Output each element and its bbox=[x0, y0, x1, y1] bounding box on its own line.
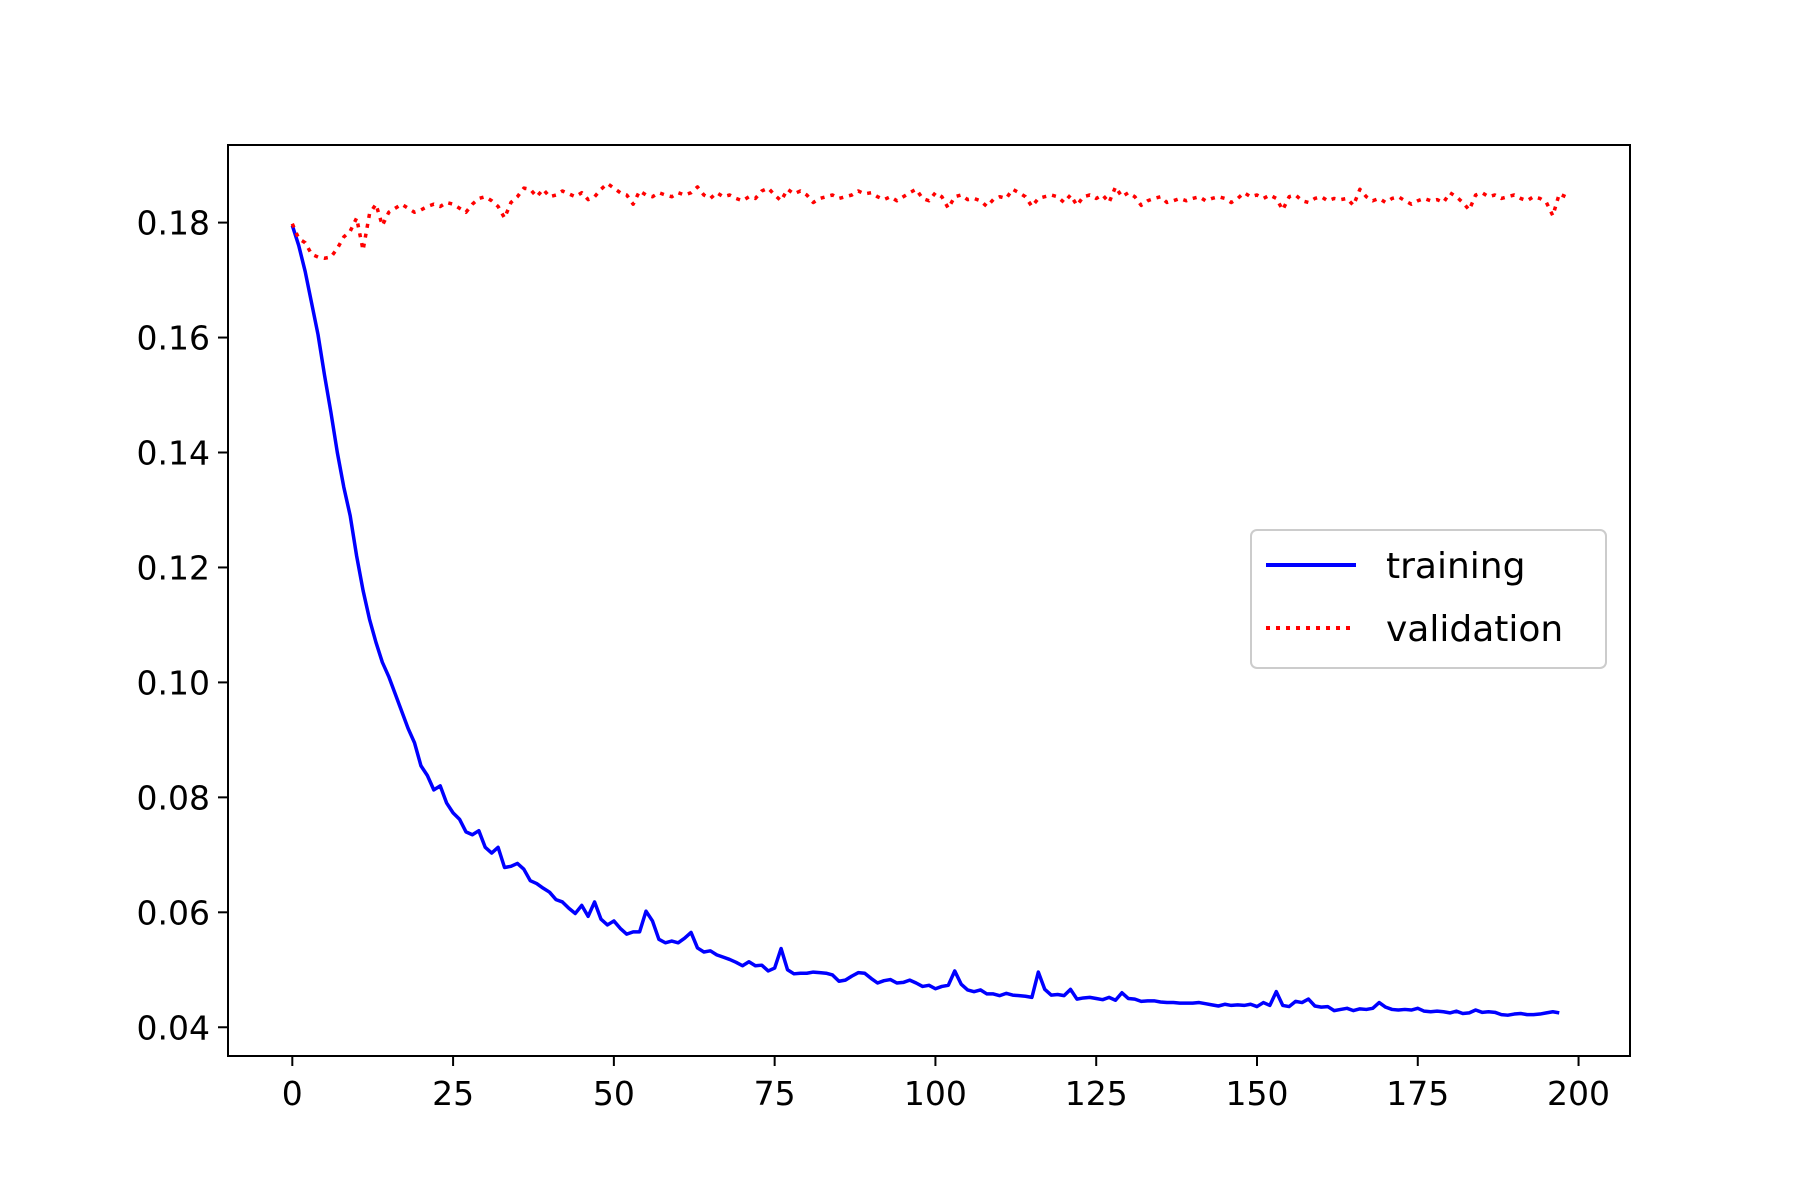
x-tick-label: 25 bbox=[432, 1074, 474, 1113]
x-axis-ticks: 0 25 50 75 100 125 150 175 200 bbox=[282, 1056, 1610, 1113]
legend-label-training: training bbox=[1386, 546, 1525, 587]
y-tick-label: 0.08 bbox=[137, 778, 210, 817]
x-tick-label: 50 bbox=[593, 1074, 635, 1113]
legend: training validation bbox=[1250, 529, 1607, 669]
y-tick-label: 0.10 bbox=[137, 663, 210, 702]
x-tick-label: 75 bbox=[754, 1074, 796, 1113]
legend-label-validation: validation bbox=[1386, 609, 1563, 650]
y-tick-label: 0.16 bbox=[137, 319, 210, 358]
y-tick-label: 0.18 bbox=[137, 204, 210, 243]
axes-frame bbox=[227, 144, 1631, 1057]
y-tick-label: 0.04 bbox=[137, 1008, 210, 1047]
y-axis-ticks: 0.04 0.06 0.08 0.10 0.12 0.14 0.16 0.18 bbox=[137, 204, 228, 1047]
x-tick-label: 100 bbox=[904, 1074, 967, 1113]
x-tick-label: 150 bbox=[1225, 1074, 1288, 1113]
series-line-validation bbox=[290, 181, 1567, 260]
x-tick-label: 175 bbox=[1386, 1074, 1449, 1113]
series-line-training bbox=[290, 224, 1560, 1017]
y-tick-label: 0.14 bbox=[137, 433, 210, 472]
series-layer bbox=[290, 181, 1567, 1017]
x-tick-label: 0 bbox=[282, 1074, 303, 1113]
x-tick-label: 125 bbox=[1065, 1074, 1128, 1113]
x-tick-label: 200 bbox=[1547, 1074, 1610, 1113]
y-tick-label: 0.12 bbox=[137, 548, 210, 587]
y-tick-label: 0.06 bbox=[137, 893, 210, 932]
